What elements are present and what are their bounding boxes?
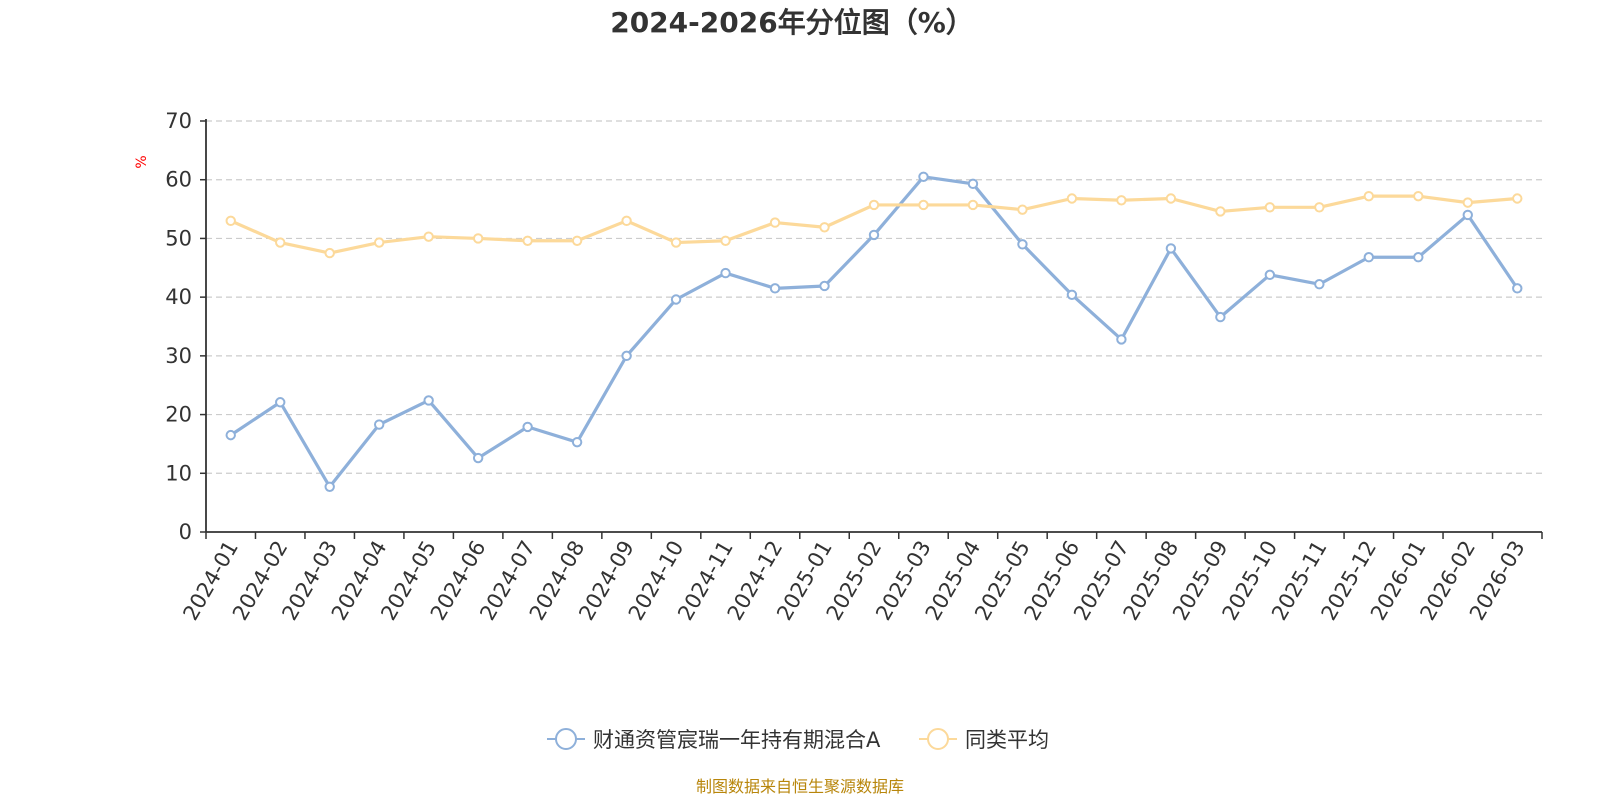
data-point <box>967 178 979 190</box>
y-tick-label: 70 <box>165 109 192 133</box>
legend-marker <box>555 728 577 750</box>
y-tick-label: 0 <box>179 520 192 544</box>
y-axis-unit-label: % <box>134 155 150 168</box>
data-point <box>1462 197 1473 208</box>
data-point <box>472 452 484 464</box>
data-point <box>1215 206 1226 217</box>
data-point <box>1264 269 1276 281</box>
data-point <box>423 395 434 406</box>
data-point <box>324 247 335 259</box>
data-point <box>918 199 929 211</box>
data-point <box>373 419 385 430</box>
data-point <box>967 199 979 211</box>
data-point <box>769 283 781 294</box>
y-tick-label: 40 <box>165 285 192 309</box>
data-point <box>423 231 434 242</box>
data-point <box>472 233 484 244</box>
y-tick-label: 50 <box>165 226 192 250</box>
source-note: 制图数据来自恒生聚源数据库 <box>696 777 904 796</box>
data-point <box>1066 193 1078 204</box>
data-point <box>1413 190 1424 202</box>
data-point <box>819 280 830 292</box>
data-point <box>1116 334 1127 345</box>
data-point <box>1314 279 1325 290</box>
data-point <box>1512 283 1523 294</box>
data-point <box>621 215 632 227</box>
data-point <box>1314 202 1325 213</box>
data-point <box>769 217 781 228</box>
data-point <box>522 235 533 246</box>
data-point <box>1116 195 1127 206</box>
data-point <box>275 397 286 408</box>
data-point <box>1165 243 1177 254</box>
series-layer <box>225 171 1523 492</box>
y-tick-label: 20 <box>165 403 192 427</box>
chart-title: 2024-2026年分位图（%） <box>610 6 974 39</box>
legend-label: 同类平均 <box>965 728 1049 752</box>
data-point <box>720 235 731 246</box>
data-point <box>275 237 286 248</box>
data-point <box>324 481 335 492</box>
data-point <box>1363 252 1375 263</box>
data-point <box>1264 202 1276 213</box>
data-point <box>1363 190 1375 202</box>
data-point <box>918 171 929 182</box>
data-point <box>373 237 385 248</box>
data-point <box>522 421 533 433</box>
data-point <box>1165 193 1177 204</box>
data-point <box>1413 252 1424 263</box>
data-point <box>720 267 731 279</box>
data-point <box>1462 209 1473 221</box>
data-point <box>571 436 583 448</box>
series-line <box>229 175 1519 489</box>
legend-label: 财通资管宸瑞一年持有期混合A <box>593 728 881 752</box>
data-point <box>1017 204 1028 215</box>
y-tick-label: 30 <box>165 344 192 368</box>
legend[interactable]: 财通资管宸瑞一年持有期混合A 同类平均 <box>547 728 1049 752</box>
legend-item-2[interactable]: 同类平均 <box>919 728 1049 752</box>
series-1 <box>225 171 1523 492</box>
data-point <box>225 215 236 227</box>
data-point <box>1066 289 1078 300</box>
legend-item-1[interactable]: 财通资管宸瑞一年持有期混合A <box>547 728 881 752</box>
data-point <box>670 294 682 305</box>
data-point <box>1215 311 1226 323</box>
series-2 <box>225 190 1523 259</box>
data-point <box>1512 193 1523 204</box>
grid-lines <box>206 120 1542 474</box>
data-point <box>868 229 880 241</box>
data-point <box>1017 239 1028 250</box>
legend-marker <box>927 728 949 750</box>
y-tick-label: 10 <box>165 461 192 485</box>
data-point <box>621 350 632 362</box>
axes: 0102030405060702024-012024-022024-032024… <box>165 109 1543 624</box>
y-tick-label: 60 <box>165 168 192 192</box>
data-point <box>571 235 583 246</box>
data-point <box>868 199 880 211</box>
data-point <box>225 429 236 441</box>
data-point <box>819 222 830 233</box>
data-point <box>670 237 682 248</box>
